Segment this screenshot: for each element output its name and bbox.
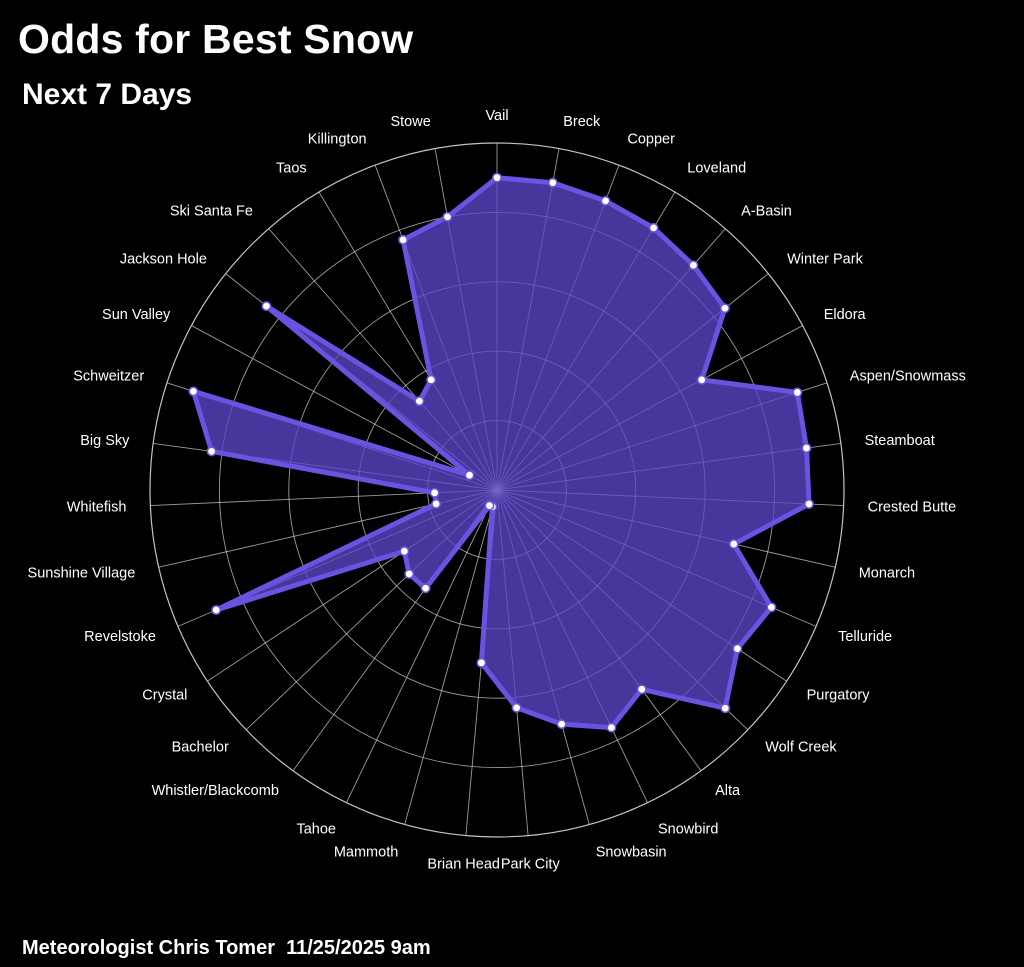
point-crystal [399,546,410,557]
axis-label-sun-valley: Sun Valley [102,307,171,323]
axis-label-loveland: Loveland [687,161,746,177]
point-sunshine-village [431,498,442,509]
axis-label-monarch: Monarch [859,566,915,582]
point-steamboat [801,443,812,454]
point-vail [491,172,502,183]
axis-label-tahoe: Tahoe [296,821,336,837]
axis-label-steamboat: Steamboat [865,433,935,449]
point-copper [600,195,611,206]
axis-label-crystal: Crystal [142,687,187,703]
point-jackson-hole [261,301,272,312]
point-crested-butte [803,499,814,510]
point-eldora [696,374,707,385]
axis-label-eldora: Eldora [824,307,867,323]
series-line [190,175,812,731]
axis-label-copper: Copper [627,132,675,148]
axis-label-taos: Taos [276,161,307,177]
axis-labels: Vail Breck Copper Loveland A-Basin Winter Par… [28,108,966,873]
point-ski-santa-fe [414,396,425,407]
point-whistler-blackcomb [420,583,431,594]
axis-label-wolf-creek: Wolf Creek [765,739,837,755]
point-wolf-creek [720,703,731,714]
axis-label-breck: Breck [563,114,601,130]
point-revelstoke [211,605,222,616]
point-bachelor [404,568,415,579]
point-loveland [648,222,659,233]
series-layer [190,175,812,731]
point-taos [426,374,437,385]
axis-label-snowbird: Snowbird [658,821,718,837]
point-whitefish [429,487,440,498]
axis-label-winter-park: Winter Park [787,252,863,268]
axis-label-schweitzer: Schweitzer [73,368,144,384]
point-sun-valley [464,470,475,481]
chart-subtitle: Next 7 Days [22,78,193,111]
chart-title: Odds for Best Snow [18,16,414,62]
point-brian-head [476,657,487,668]
spoke-mammoth [404,489,498,825]
point-aspen-snowmass [792,387,803,398]
spoke-sun-valley [191,325,498,491]
point-park-city [511,702,522,713]
axis-label-ski-santa-fe: Ski Santa Fe [170,204,253,220]
axis-label-crested-butte: Crested Butte [868,500,957,516]
series-area [193,177,809,728]
axis-label-stowe: Stowe [390,114,430,130]
axis-label-park-city: Park City [501,857,561,873]
axis-label-mammoth: Mammoth [334,845,398,861]
axis-label-alta: Alta [715,783,741,799]
axis-label-vail: Vail [485,108,508,124]
axis-label-jackson-hole: Jackson Hole [120,252,207,268]
point-telluride [766,602,777,613]
axis-label-purgatory: Purgatory [807,687,871,703]
axis-label-revelstoke: Revelstoke [84,629,156,645]
point-monarch [728,539,739,550]
axis-label-brian-head: Brian Head [427,857,500,873]
axis-label-bachelor: Bachelor [172,739,229,755]
point-killington [398,234,409,245]
point-purgatory [732,643,743,654]
data-markers [188,172,814,733]
point-breck [547,177,558,188]
axis-label-snowbasin: Snowbasin [596,845,667,861]
point-schweitzer [188,386,199,397]
axis-label-whitefish: Whitefish [67,500,127,516]
point-stowe [442,211,453,222]
point-tahoe [484,500,495,511]
point-snowbird [606,722,617,733]
point-a-basin [688,260,699,271]
point-winter-park [719,303,730,314]
point-big-sky [206,446,217,457]
axis-label-aspen-snowmass: Aspen/Snowmass [850,368,966,384]
axis-label-telluride: Telluride [838,629,892,645]
point-snowbasin [556,719,567,730]
axis-label-a-basin: A-Basin [741,204,792,220]
footer-credit: Meteorologist Chris Tomer 11/25/2025 9am [22,937,431,959]
axis-label-big-sky: Big Sky [80,433,130,449]
point-alta [636,684,647,695]
axis-label-whistler-blackcomb: Whistler/Blackcomb [152,783,279,799]
spoke-tahoe [346,489,498,803]
axis-label-sunshine-village: Sunshine Village [28,566,136,582]
axis-label-killington: Killington [308,132,367,148]
